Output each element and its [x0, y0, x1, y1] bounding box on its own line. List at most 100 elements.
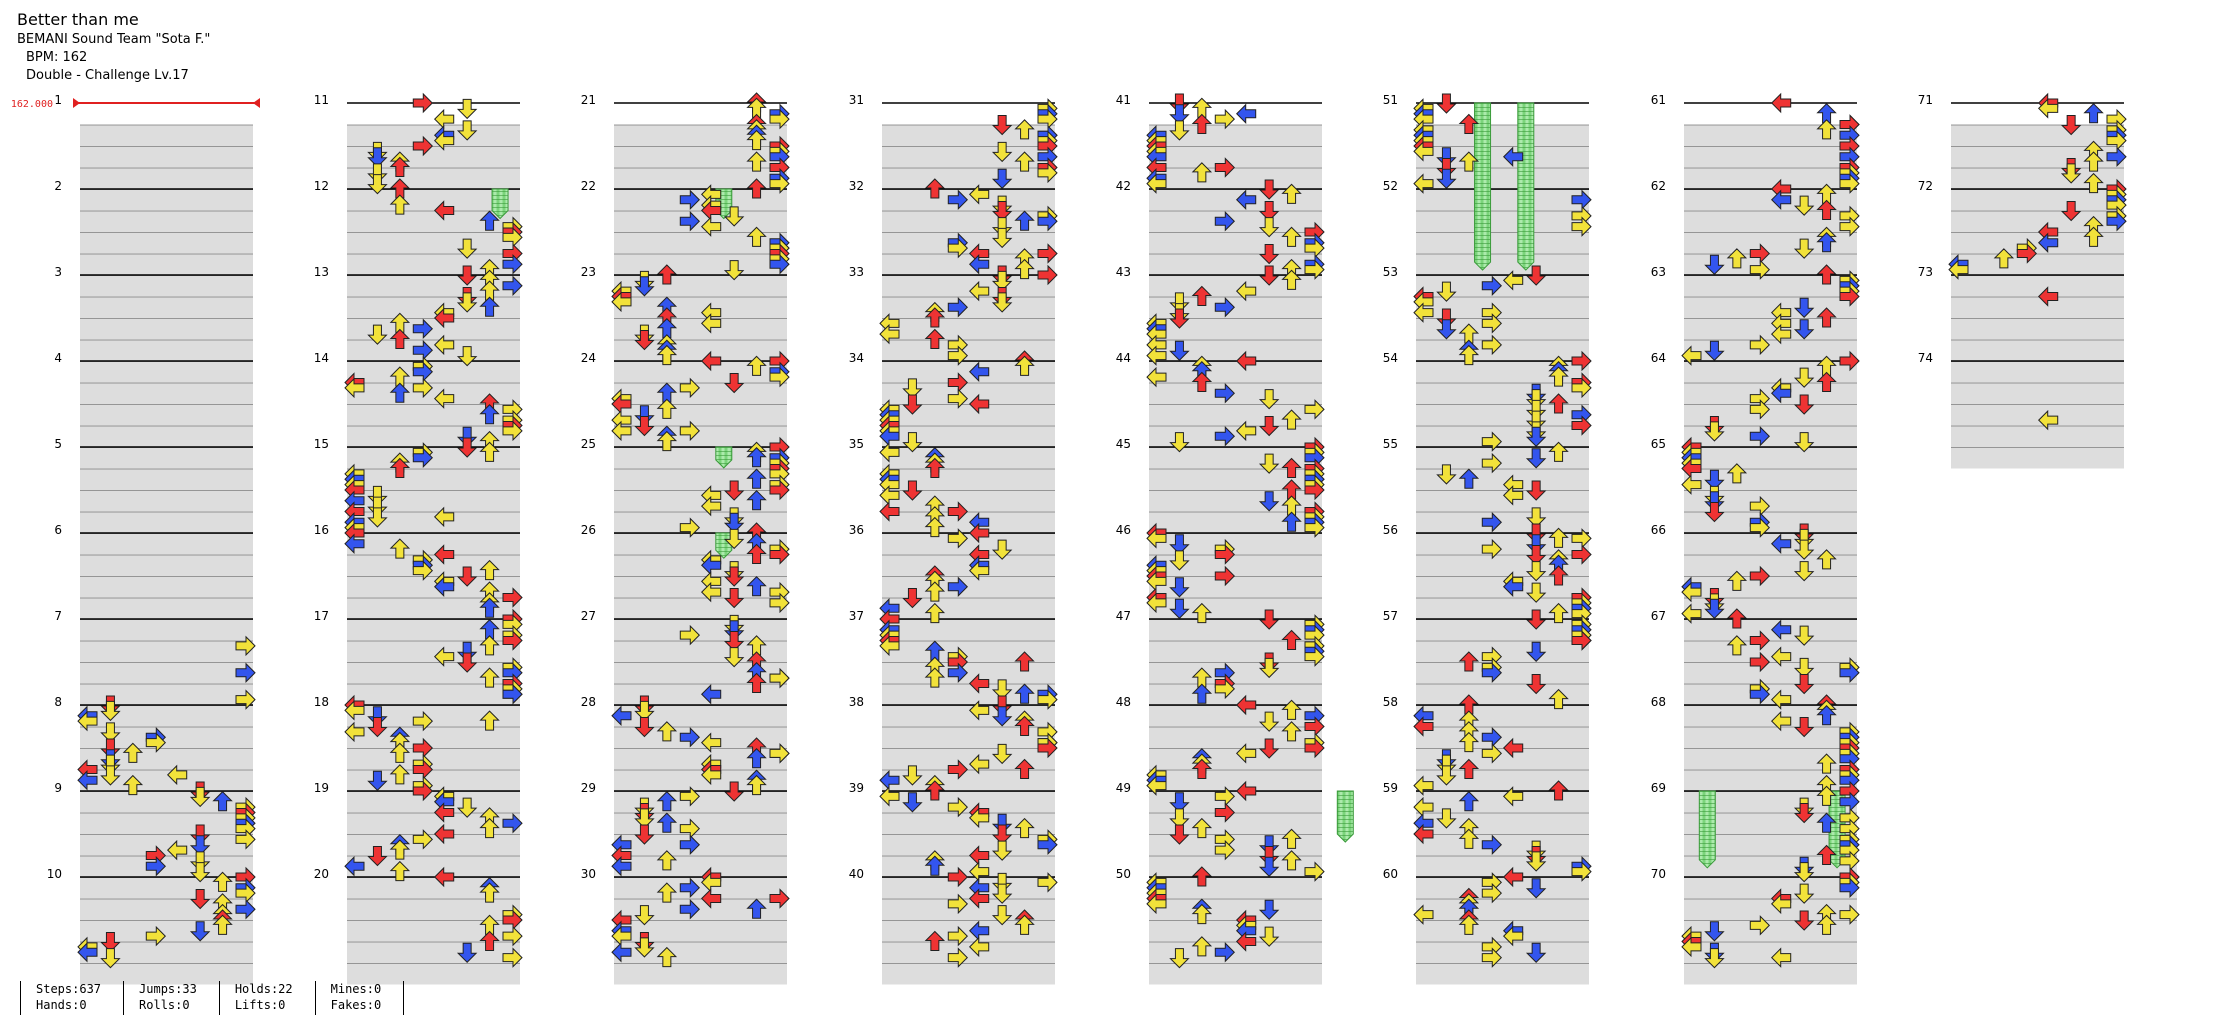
arrow-right-icon [1571, 416, 1592, 435]
arrow-down-icon [1259, 265, 1279, 286]
beat-band [1149, 727, 1322, 748]
arrow-up-icon [1192, 162, 1212, 183]
beat-band [882, 576, 1055, 598]
arrow-down-icon [457, 652, 477, 673]
measure-number: 64 [1651, 351, 1666, 365]
arrow-down-icon [992, 217, 1012, 238]
arrow-down-icon [367, 141, 387, 162]
arrow-up-icon [747, 441, 767, 462]
arrow-left-icon [969, 555, 990, 575]
arrow-left-icon [969, 545, 990, 564]
arrow-up-icon [1282, 850, 1302, 871]
beat-band [614, 275, 787, 297]
beat-band [882, 598, 1055, 619]
arrow-up-icon [1459, 694, 1479, 715]
beat-band [614, 770, 787, 791]
arrow-up-icon [925, 603, 945, 624]
arrow-right-icon [502, 679, 523, 699]
arrow-up-icon [1549, 689, 1569, 710]
arrow-right-icon [1839, 163, 1860, 183]
measure-number: 51 [1383, 93, 1398, 107]
arrow-up-icon [1459, 732, 1479, 753]
arrow-right-icon [502, 813, 523, 833]
arrow-up-icon [1192, 603, 1212, 624]
arrow-up-icon [657, 398, 677, 419]
beat-band [1149, 447, 1322, 469]
measure-number: 65 [1651, 437, 1666, 451]
arrow-right-icon [1749, 260, 1770, 280]
arrow-right-icon [412, 93, 433, 113]
arrow-up-icon [1015, 248, 1035, 269]
arrow-left-icon [1503, 921, 1524, 941]
beat-band [80, 383, 253, 404]
arrow-right-icon [1304, 507, 1325, 527]
arrow-left-icon [1146, 367, 1167, 387]
measure [614, 274, 787, 383]
measure-number: 32 [849, 179, 864, 193]
arrow-up-icon [1015, 259, 1035, 280]
arrow-left-icon [611, 921, 632, 941]
measure-number: 19 [314, 781, 329, 795]
arrow-right-icon [769, 136, 790, 156]
arrow-left-icon [969, 846, 990, 865]
arrow-up-icon [925, 656, 945, 677]
arrow-right-icon [1304, 260, 1325, 280]
arrow-down-icon [1526, 545, 1546, 565]
beat-band [80, 361, 253, 383]
arrow-down-icon [1794, 297, 1814, 318]
hold-body [1828, 790, 1846, 869]
arrow-left-icon [344, 464, 365, 484]
beat-band [882, 426, 1055, 447]
beat-band [347, 361, 520, 383]
arrow-up-icon [213, 914, 233, 935]
arrow-right-icon [947, 867, 968, 887]
song-header: Better than me BEMANI Sound Team "Sota F… [17, 9, 210, 85]
arrow-left-icon [879, 598, 900, 618]
arrow-down-icon [100, 695, 120, 716]
beat-band [347, 920, 520, 942]
arrow-up-icon [747, 490, 767, 511]
arrow-right-icon [769, 668, 790, 688]
arrow-right-icon [412, 442, 433, 462]
beat-band [1149, 361, 1322, 383]
song-bpm: BPM: 162 [26, 50, 88, 65]
beat-band [1416, 877, 1589, 899]
arrow-up-icon [1282, 495, 1302, 516]
measure-number: 11 [314, 93, 329, 107]
arrow-right-icon [1839, 174, 1860, 194]
arrow-up-icon [1459, 898, 1479, 919]
arrow-up-icon [1282, 458, 1302, 478]
arrow-left-icon [1146, 571, 1167, 591]
arrow-left-icon [969, 862, 990, 882]
arrow-left-icon [434, 303, 455, 323]
arrow-up-icon [1282, 183, 1302, 204]
arrow-right-icon [1214, 545, 1235, 564]
beat-band [80, 877, 253, 899]
beat-band [882, 383, 1055, 404]
beat-band [80, 684, 253, 705]
arrow-down-icon [2061, 158, 2081, 178]
arrow-right-icon [2106, 147, 2127, 167]
chart-stats: Steps:637 Hands:0 Jumps:33 Rolls:0 Holds… [20, 981, 405, 1015]
arrow-up-icon [1459, 893, 1479, 914]
arrow-left-icon [1146, 889, 1167, 908]
arrow-left-icon [1146, 131, 1167, 151]
arrow-down-icon [1259, 926, 1279, 947]
arrow-left-icon [879, 421, 900, 441]
arrow-left-icon [434, 308, 455, 328]
arrow-left-icon [1771, 303, 1792, 323]
arrow-down-icon [457, 942, 477, 963]
arrow-down-icon [457, 346, 477, 367]
arrow-left-icon [1236, 915, 1257, 935]
arrow-right-icon [1839, 276, 1860, 296]
beat-band [1416, 727, 1589, 748]
arrow-right-icon [1304, 636, 1325, 656]
arrow-down-icon [1526, 840, 1546, 861]
arrow-up-icon [1817, 753, 1837, 774]
arrow-down-icon [1704, 593, 1724, 614]
arrow-left-icon [1146, 561, 1167, 581]
arrow-right-icon [1304, 475, 1325, 495]
arrow-up-icon [1192, 114, 1212, 134]
arrow-down-icon [1169, 550, 1189, 571]
measure-number: 24 [581, 351, 596, 365]
